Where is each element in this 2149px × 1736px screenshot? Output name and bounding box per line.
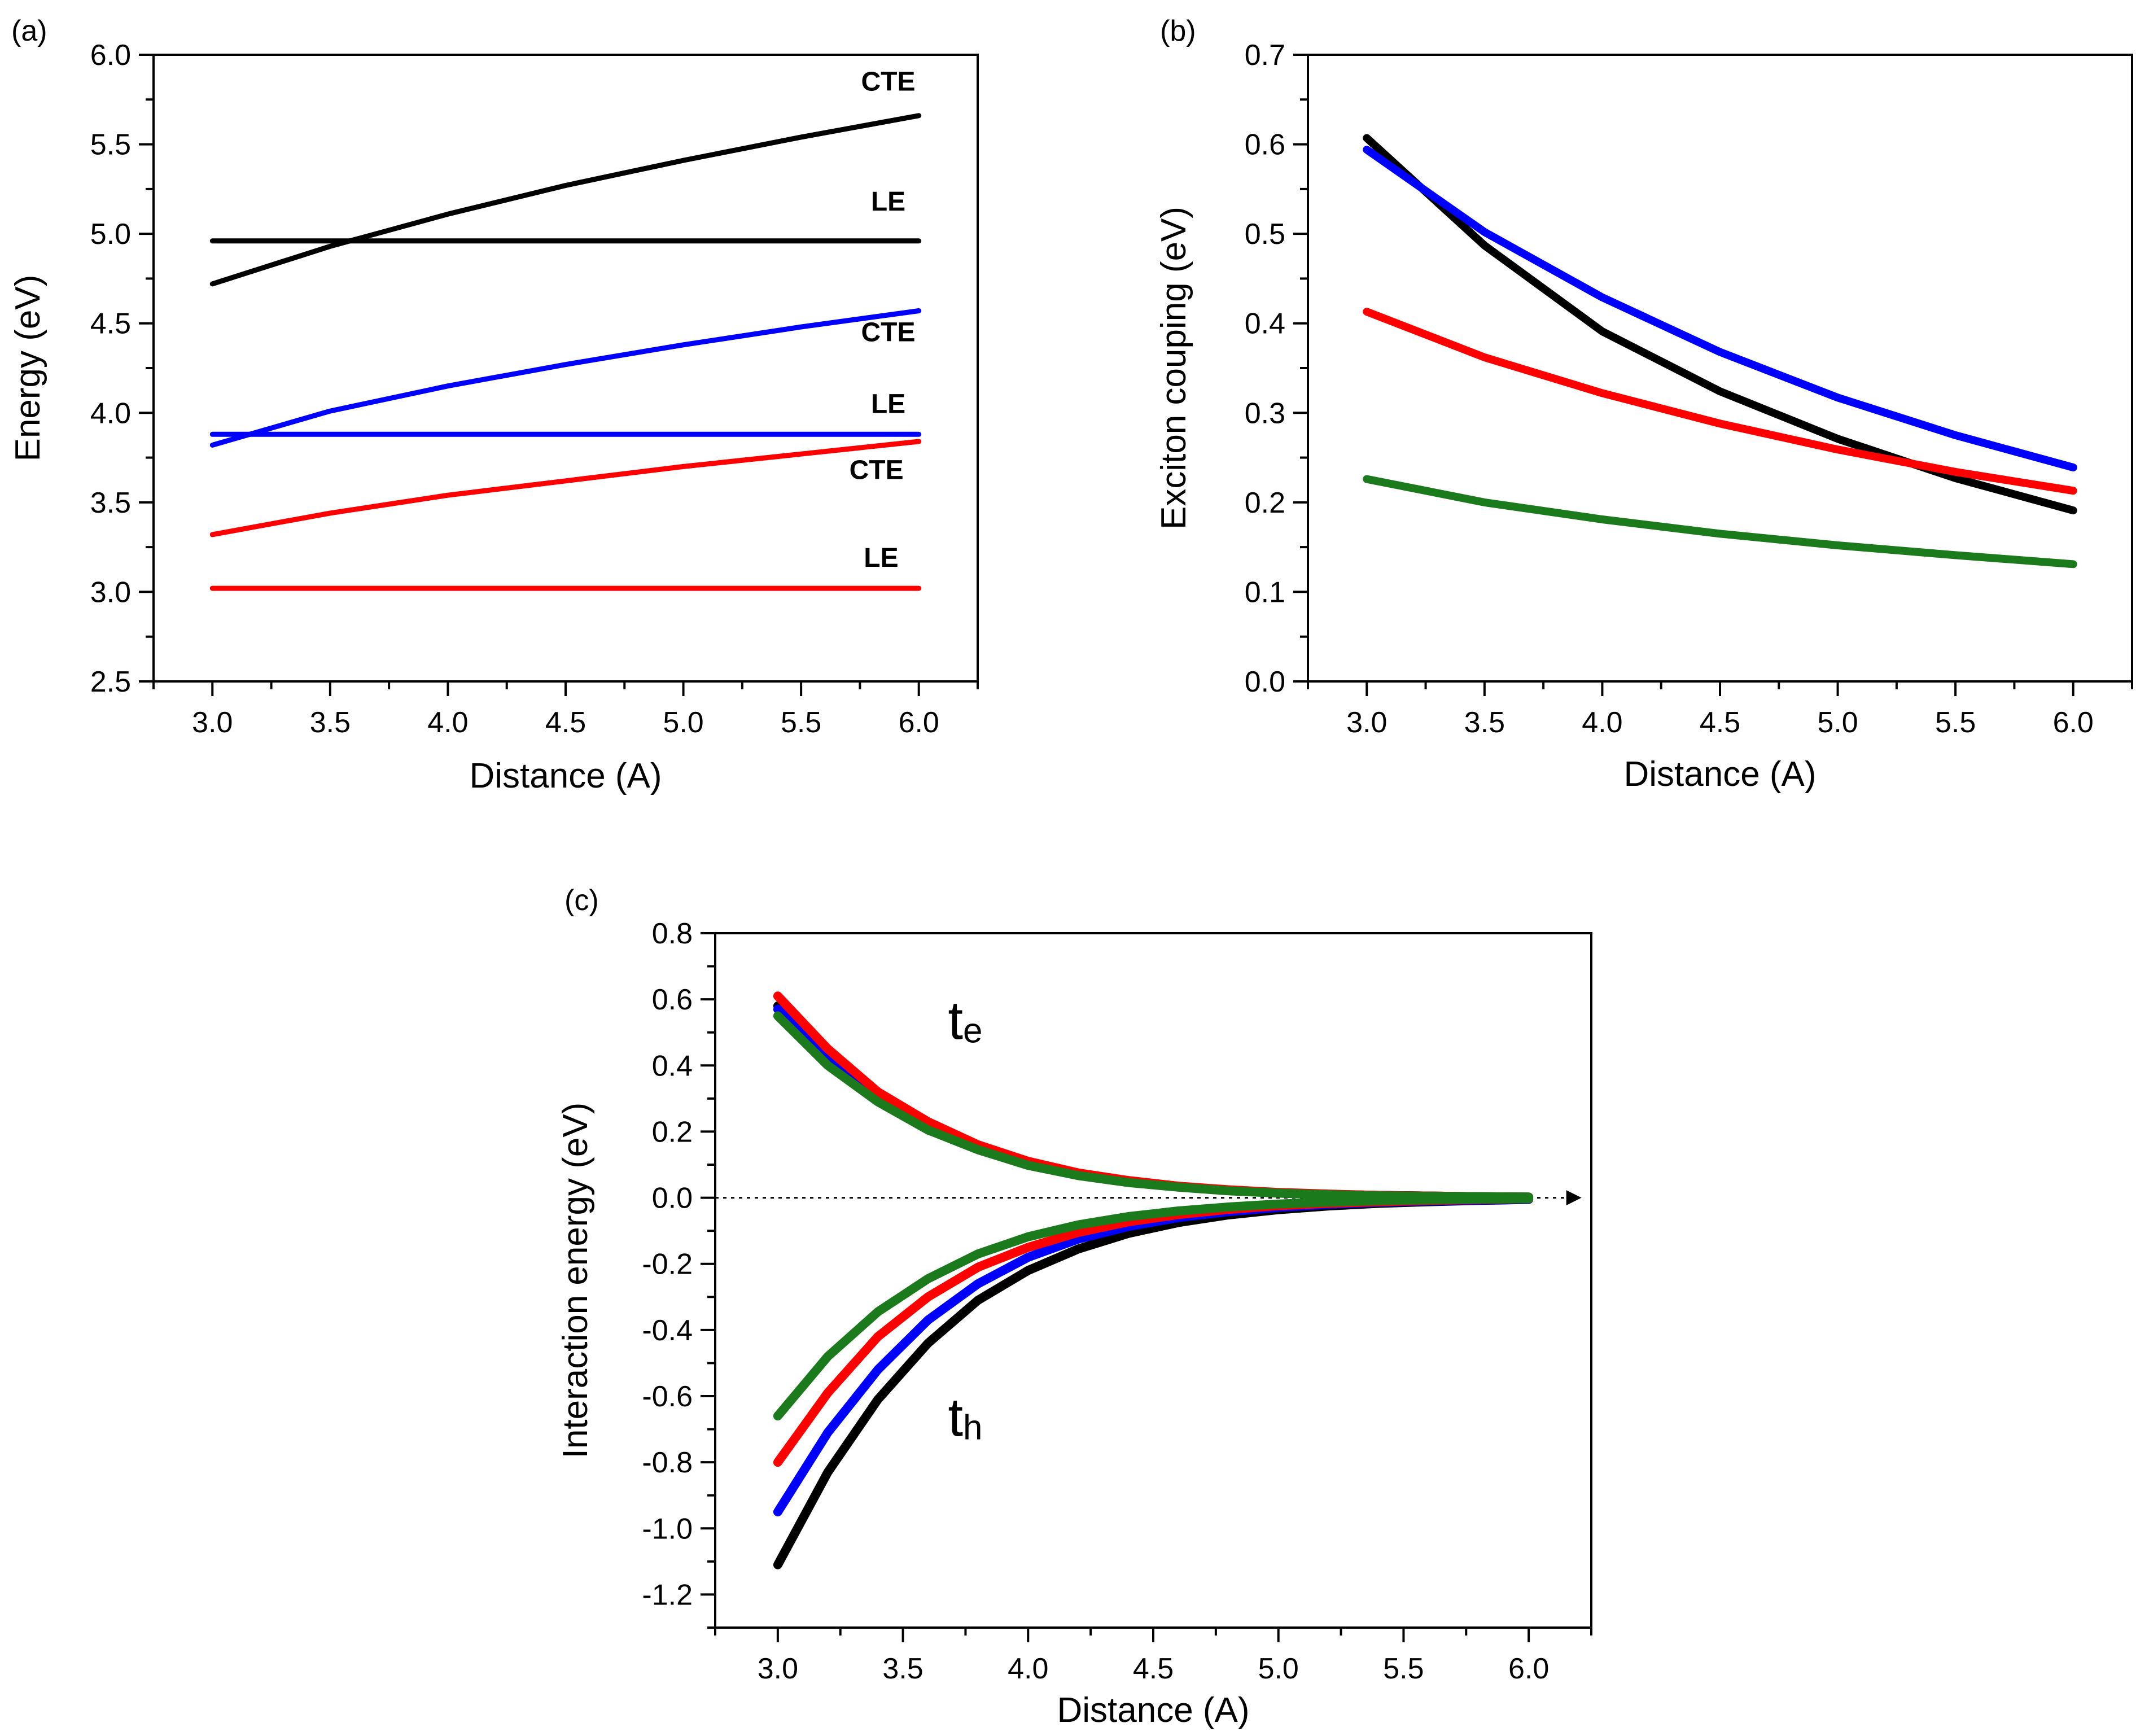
panel-a-x-axis-title: Distance (A) — [469, 757, 662, 795]
panel-2-y-tick-label: -1.0 — [642, 1512, 693, 1545]
panel-c-label-te: te — [948, 990, 982, 1051]
panel-c-y-axis-title: Interaction energy (eV) — [556, 1103, 595, 1459]
panel-1-x-tick-label: 5.5 — [1935, 706, 1976, 739]
panel-1-x-tick-label: 6.0 — [2053, 706, 2094, 739]
panel-1-y-tick-label: 0.2 — [1245, 487, 1285, 519]
panel-1-y-tick-label: 0.6 — [1245, 129, 1285, 161]
panel-a-annotation-cte: CTE — [861, 317, 915, 347]
panel-c-label-base: t — [948, 990, 963, 1051]
panel-0-y-tick-label: 3.5 — [90, 487, 131, 519]
panel-2-y-tick-label: 0.8 — [652, 917, 693, 950]
panel-b-series-black-line — [1367, 138, 2073, 511]
panel-0-y-tick-label: 6.0 — [90, 39, 131, 72]
panel-b-plot-frame — [1308, 55, 2132, 681]
panel-c-label-sub: e — [963, 1011, 982, 1050]
panel-a-annotation-le: LE — [871, 187, 905, 217]
panel-0-y-tick-label: 4.0 — [90, 397, 131, 430]
panel-2-y-tick-label: -0.8 — [642, 1446, 693, 1479]
panel-0-y-tick-label: 2.5 — [90, 666, 131, 698]
panel-1-x-tick-label: 4.0 — [1582, 706, 1622, 739]
panel-2-y-tick-label: -0.2 — [642, 1248, 693, 1281]
panel-0-x-tick-label: 5.5 — [781, 706, 821, 739]
panel-c-series-te-green-line — [778, 1016, 1529, 1197]
panel-c-series-te-red-line — [778, 996, 1529, 1197]
panel-2-y-tick-label: -0.4 — [642, 1314, 693, 1347]
panel-b-series-green-line — [1367, 479, 2073, 565]
panel-2-y-tick-label: -1.2 — [642, 1578, 693, 1611]
panel-c-series-th-blue-line — [778, 1199, 1529, 1512]
panel-1-y-tick-label: 0.0 — [1245, 666, 1285, 698]
panel-a-annotation-le: LE — [871, 389, 905, 419]
panel-2-x-tick-label: 4.0 — [1008, 1652, 1048, 1685]
panel-1-y-tick-label: 0.3 — [1245, 397, 1285, 430]
panel-1-x-tick-label: 5.0 — [1817, 706, 1858, 739]
panel-a-annotation-cte: CTE — [850, 456, 904, 486]
panel-0-x-tick-label: 3.5 — [310, 706, 351, 739]
panel-1-y-tick-label: 0.4 — [1245, 308, 1285, 340]
panel-2-x-tick-label: 5.0 — [1258, 1652, 1299, 1685]
panel-a-annotation-cte: CTE — [861, 67, 915, 97]
panel-2-x-tick-label: 5.5 — [1383, 1652, 1424, 1685]
panel-1-y-tick-label: 0.5 — [1245, 218, 1285, 251]
panel-0-x-tick-label: 4.0 — [427, 706, 468, 739]
panel-b-y-axis-title: Exciton couping (eV) — [1154, 207, 1193, 530]
panel-c-series-th-red-line — [778, 1199, 1529, 1462]
panel-2-y-tick-label: 0.0 — [652, 1182, 693, 1215]
panel-b-exciton-coupling-chart: (b) 3.0 3.5 4.0 4.5 5.0 5.5 6.0 0.0 0.1 0.2 0.3 0.4… — [1154, 15, 2132, 794]
panel-c-label: (c) — [564, 884, 599, 917]
panel-0-x-tick-label: 3.0 — [192, 706, 233, 739]
panel-c-label-th: th — [948, 1387, 982, 1448]
panel-0-y-tick-label: 3.0 — [90, 576, 131, 609]
panel-2-x-tick-label: 4.5 — [1133, 1652, 1174, 1685]
panel-c-interaction-energy-chart: (c) 3.0 3.5 4.0 4.5 5.0 5.5 6.0 -1.2 -1.0 -0.8 -0.… — [556, 884, 1591, 1730]
panel-1-x-tick-label: 3.5 — [1464, 706, 1505, 739]
panel-1-y-tick-label: 0.7 — [1245, 39, 1285, 72]
panel-0-x-tick-label: 4.5 — [545, 706, 586, 739]
panel-0-y-tick-label: 5.5 — [90, 129, 131, 161]
panel-a-series-black-cte-line — [212, 116, 918, 284]
panel-2-y-tick-label: 0.4 — [652, 1050, 693, 1082]
panel-c-label-sub: h — [963, 1408, 982, 1447]
panel-2-y-tick-label: 0.6 — [652, 983, 693, 1016]
panel-0-y-tick-label: 5.0 — [90, 218, 131, 251]
panel-2-x-tick-label: 6.0 — [1508, 1652, 1549, 1685]
panel-1-x-tick-label: 4.5 — [1700, 706, 1740, 739]
panel-b-x-axis-title: Distance (A) — [1623, 755, 1816, 794]
panel-0-x-tick-label: 6.0 — [899, 706, 939, 739]
panel-2-y-tick-label: 0.2 — [652, 1116, 693, 1148]
panel-2-x-tick-label: 3.0 — [758, 1652, 798, 1685]
panel-1-y-tick-label: 0.1 — [1245, 576, 1285, 609]
panel-c-x-axis-title: Distance (A) — [1057, 1691, 1249, 1730]
panel-c-plot-frame — [715, 933, 1591, 1628]
panel-a-energy-chart: (a) 3.0 3.5 4.0 4.5 5.0 5.5 6.0 2.5 3.0 3.5 4.0 4.5… — [8, 15, 978, 795]
panel-a-label: (a) — [11, 15, 47, 47]
panel-1-x-tick-label: 3.0 — [1346, 706, 1387, 739]
panel-a-y-axis-title: Energy (eV) — [8, 275, 47, 462]
panel-2-x-tick-label: 3.5 — [882, 1652, 923, 1685]
panel-a-series-blue-cte-line — [212, 311, 918, 445]
panel-a-series-red-cte-line — [212, 441, 918, 535]
panel-c-label-base: t — [948, 1387, 963, 1448]
panel-b-label: (b) — [1160, 15, 1196, 47]
panel-2-y-tick-label: -0.6 — [642, 1380, 693, 1413]
panel-0-x-tick-label: 5.0 — [663, 706, 703, 739]
panel-a-annotation-le: LE — [864, 543, 898, 573]
panel-0-y-tick-label: 4.5 — [90, 308, 131, 340]
panel-c-series-th-black-line — [778, 1200, 1529, 1565]
panel-b-series-red-line — [1367, 312, 2073, 491]
